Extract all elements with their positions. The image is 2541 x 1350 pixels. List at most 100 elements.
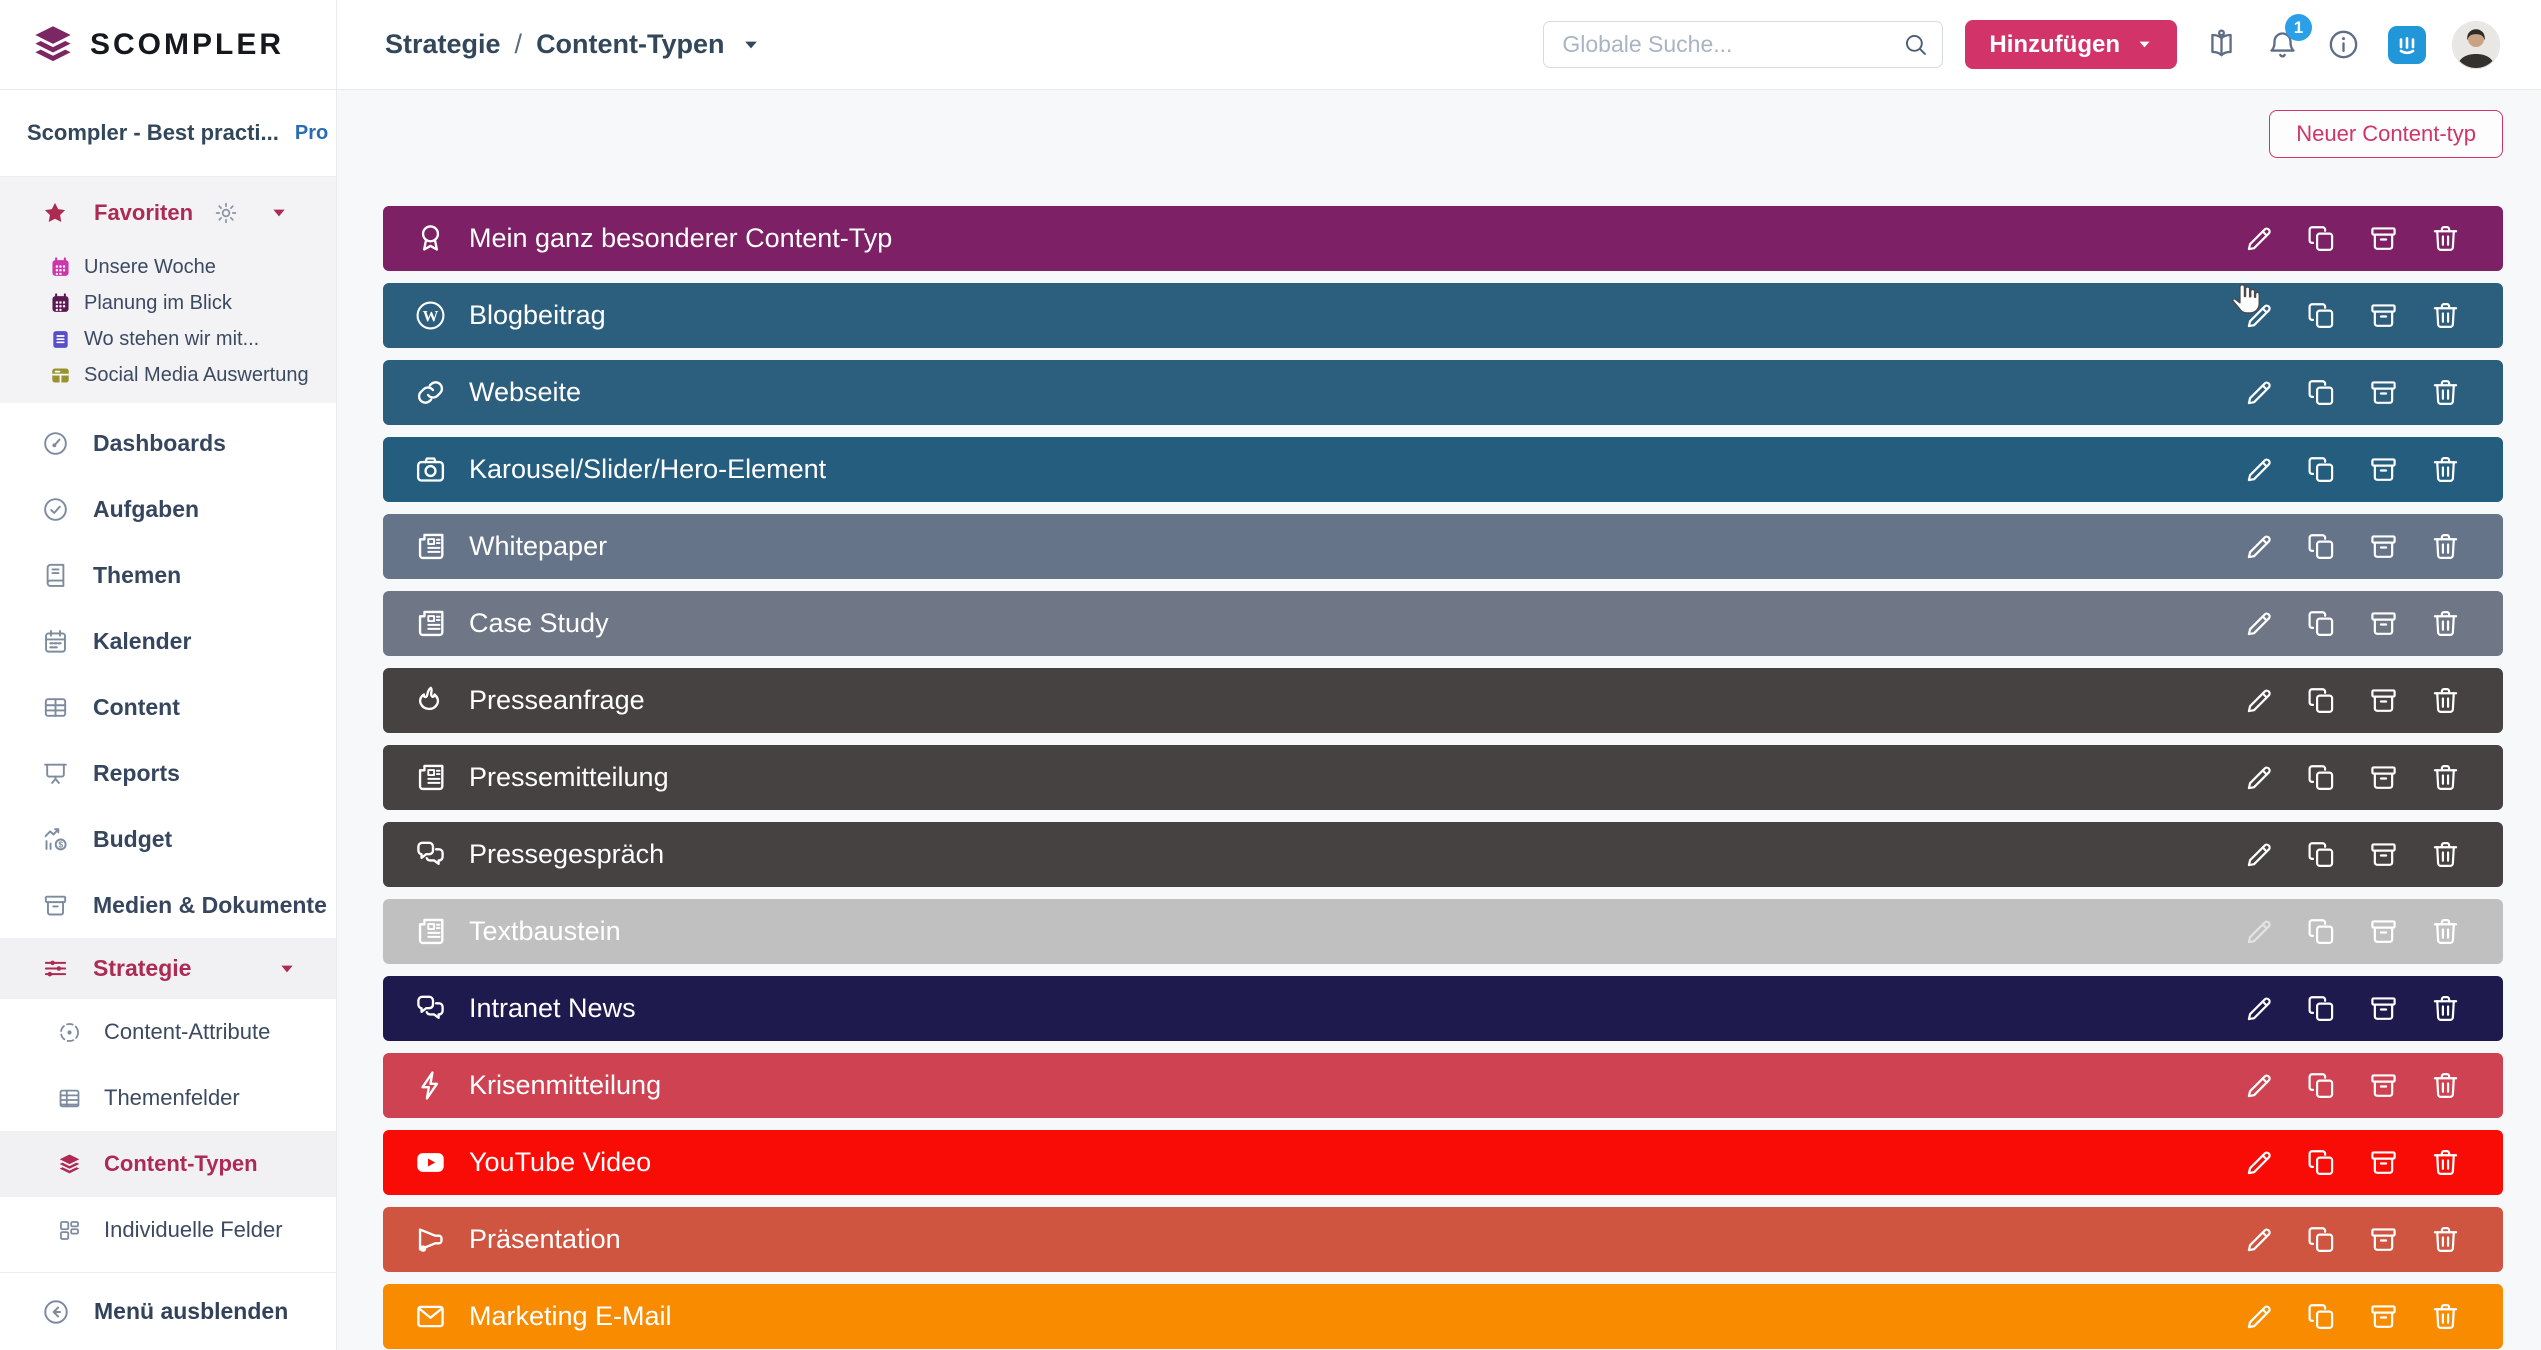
archive-icon[interactable] [2368,454,2399,485]
duplicate-icon[interactable] [2306,762,2337,793]
sidebar-item-aufgaben[interactable]: Aufgaben [0,476,336,542]
archive-icon[interactable] [2368,993,2399,1024]
delete-icon[interactable] [2430,1301,2461,1332]
delete-icon[interactable] [2430,1147,2461,1178]
duplicate-icon[interactable] [2306,223,2337,254]
edit-icon[interactable] [2244,377,2275,408]
chevron-down-icon[interactable] [741,35,761,55]
favorites-header[interactable]: Favoriten [0,177,336,249]
edit-icon[interactable] [2244,1147,2275,1178]
duplicate-icon[interactable] [2306,916,2337,947]
edit-icon[interactable] [2244,531,2275,562]
notifications-bell-icon[interactable]: 1 [2266,14,2312,61]
delete-icon[interactable] [2430,1224,2461,1255]
archive-icon[interactable] [2368,223,2399,254]
content-type-row[interactable]: Pressemitteilung [383,745,2503,810]
duplicate-icon[interactable] [2306,454,2337,485]
duplicate-icon[interactable] [2306,377,2337,408]
duplicate-icon[interactable] [2306,608,2337,639]
duplicate-icon[interactable] [2306,531,2337,562]
sidebar-item-dashboards[interactable]: Dashboards [0,410,336,476]
content-type-row[interactable]: W Blogbeitrag [383,283,2503,348]
content-type-row[interactable]: Webseite [383,360,2503,425]
archive-icon[interactable] [2368,377,2399,408]
gear-icon[interactable] [214,201,238,225]
sidebar-subitem-themenfelder[interactable]: Themenfelder [0,1065,336,1131]
breadcrumb-page[interactable]: Content-Typen [536,29,725,59]
edit-icon[interactable] [2244,1070,2275,1101]
sidebar-subitem-individuelle-felder[interactable]: Individuelle Felder [0,1197,336,1263]
duplicate-icon[interactable] [2306,1224,2337,1255]
duplicate-icon[interactable] [2306,1070,2337,1101]
delete-icon[interactable] [2430,531,2461,562]
delete-icon[interactable] [2430,454,2461,485]
new-content-type-button[interactable]: Neuer Content-typ [2269,110,2503,158]
edit-icon[interactable] [2244,762,2275,793]
content-type-row[interactable]: YouTube Video [383,1130,2503,1195]
duplicate-icon[interactable] [2306,300,2337,331]
delete-icon[interactable] [2430,839,2461,870]
archive-icon[interactable] [2368,608,2399,639]
content-type-row[interactable]: Intranet News [383,976,2503,1041]
favorite-item-wo-stehen-wir-mit-[interactable]: Wo stehen wir mit... [0,321,336,357]
content-type-row[interactable]: Textbaustein [383,899,2503,964]
edit-icon[interactable] [2244,223,2275,254]
sidebar-item-medien-dokumente[interactable]: Medien & Dokumente [0,872,336,938]
content-type-row[interactable]: Whitepaper [383,514,2503,579]
duplicate-icon[interactable] [2306,1147,2337,1178]
edit-icon[interactable] [2244,685,2275,716]
search-icon[interactable] [1902,31,1929,58]
archive-icon[interactable] [2368,1070,2399,1101]
favorite-item-unsere-woche[interactable]: Unsere Woche [0,249,336,285]
archive-icon[interactable] [2368,1224,2399,1255]
delete-icon[interactable] [2430,377,2461,408]
edit-icon[interactable] [2244,454,2275,485]
archive-icon[interactable] [2368,916,2399,947]
content-type-row[interactable]: Case Study [383,591,2503,656]
delete-icon[interactable] [2430,608,2461,639]
content-type-row[interactable]: Präsentation [383,1207,2503,1272]
delete-icon[interactable] [2430,762,2461,793]
intercom-chat-icon[interactable] [2388,25,2426,64]
info-icon[interactable] [2327,28,2360,61]
edit-icon[interactable] [2244,916,2275,947]
sidebar-item-reports[interactable]: Reports [0,740,336,806]
edit-icon[interactable] [2244,608,2275,639]
archive-icon[interactable] [2368,531,2399,562]
sidebar-subitem-content-attribute[interactable]: Content-Attribute [0,999,336,1065]
archive-icon[interactable] [2368,685,2399,716]
archive-icon[interactable] [2368,300,2399,331]
search-input[interactable] [1543,21,1944,68]
content-type-row[interactable]: Pressegespräch [383,822,2503,887]
edit-icon[interactable] [2244,1224,2275,1255]
user-avatar[interactable] [2452,20,2500,69]
archive-icon[interactable] [2368,1301,2399,1332]
logo[interactable]: SCOMPLER [0,0,337,89]
sidebar-item-themen[interactable]: Themen [0,542,336,608]
favorite-item-planung-im-blick[interactable]: Planung im Blick [0,285,336,321]
add-button[interactable]: Hinzufügen [1965,20,2177,69]
delete-icon[interactable] [2430,223,2461,254]
breadcrumb-section[interactable]: Strategie [385,29,501,59]
delete-icon[interactable] [2430,1070,2461,1101]
archive-icon[interactable] [2368,762,2399,793]
duplicate-icon[interactable] [2306,993,2337,1024]
sidebar-item-kalender[interactable]: Kalender [0,608,336,674]
content-type-row[interactable]: Krisenmitteilung [383,1053,2503,1118]
archive-icon[interactable] [2368,839,2399,870]
edit-icon[interactable] [2244,839,2275,870]
delete-icon[interactable] [2430,916,2461,947]
favorite-item-social-media-auswertung[interactable]: Social Media Auswertung [0,357,336,393]
sidebar-item-strategie[interactable]: Strategie [0,938,336,999]
content-type-row[interactable]: Presseanfrage [383,668,2503,733]
sidebar-item-budget[interactable]: $ Budget [0,806,336,872]
sidebar-item-content[interactable]: Content [0,674,336,740]
edit-icon[interactable] [2244,993,2275,1024]
project-selector[interactable]: Scompler - Best practi... Pro [0,90,336,177]
duplicate-icon[interactable] [2306,685,2337,716]
chevron-down-icon[interactable] [270,204,288,222]
content-type-row[interactable]: Mein ganz besonderer Content-Typ [383,206,2503,271]
sidebar-subitem-content-typen[interactable]: Content-Typen [0,1131,336,1197]
delete-icon[interactable] [2430,993,2461,1024]
archive-icon[interactable] [2368,1147,2399,1178]
